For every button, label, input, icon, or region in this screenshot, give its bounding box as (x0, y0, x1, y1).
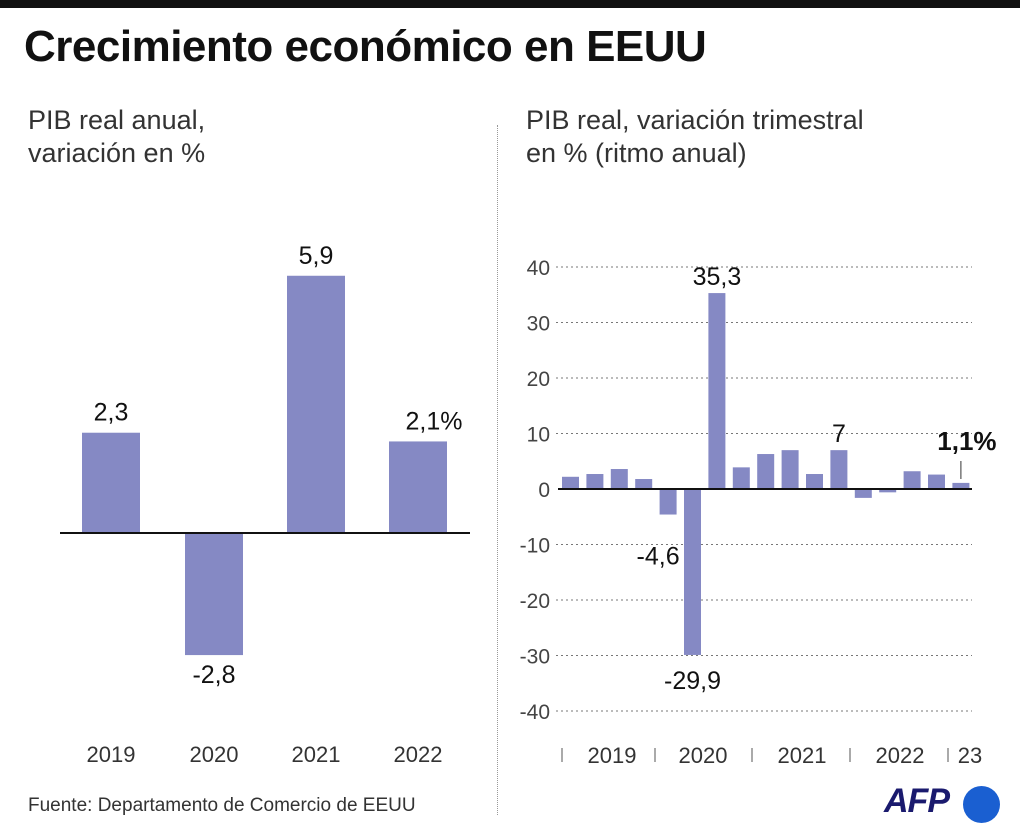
bar-2021 (287, 275, 345, 533)
bar-2019-T1 (562, 476, 579, 489)
x-tick-label: 2019 (87, 742, 136, 767)
y-tick-label: -40 (520, 701, 550, 724)
bar-2022-T3 (903, 471, 921, 489)
bar-2020-T2 (684, 489, 701, 655)
bar-2022-T4 (928, 474, 945, 489)
data-label: 1,1% (937, 426, 996, 456)
subtitle-line: PIB real, variación trimestral (526, 105, 864, 135)
x-tick-label: 2022 (394, 742, 443, 767)
bar-2019-T4 (635, 479, 653, 489)
bar-2019-T3 (610, 469, 628, 489)
bar-2022-T2 (879, 489, 897, 493)
x-tick-label: 23 (958, 743, 982, 768)
y-tick-label: 0 (538, 479, 550, 502)
bar-2022-T1 (854, 489, 872, 498)
y-tick-label: 30 (527, 313, 550, 336)
bar-2020 (185, 533, 243, 656)
subtitle-line: PIB real anual, (28, 105, 206, 135)
page-title: Crecimiento económico en EEUU (24, 22, 707, 71)
y-tick-label: 10 (527, 424, 550, 447)
data-label: -2,8 (192, 661, 235, 689)
bar-2023-T1 (952, 482, 970, 489)
data-label: 35,3 (693, 263, 742, 291)
x-tick-label: 2021 (778, 743, 827, 768)
y-tick-label: -10 (520, 535, 550, 558)
left-chart-subtitle: PIB real anual, variación en % (28, 104, 428, 170)
y-tick-label: -20 (520, 590, 550, 613)
data-label: 2,1% (406, 407, 463, 435)
y-tick-label: 20 (527, 368, 550, 391)
data-label: 7 (832, 420, 846, 448)
data-label: -4,6 (637, 543, 680, 571)
x-tick-label: 2021 (292, 742, 341, 767)
data-label: 2,3 (94, 399, 129, 427)
data-label: 5,9 (299, 242, 334, 270)
bar-2019 (82, 432, 140, 533)
source-note: Fuente: Departamento de Comercio de EEUU (28, 795, 416, 816)
right-chart-subtitle: PIB real, variación trimestral en % (rit… (526, 104, 1006, 170)
bar-2020-T1 (659, 489, 677, 515)
divider (497, 125, 498, 815)
x-tick-label: 2020 (679, 743, 728, 768)
bar-2022 (389, 441, 447, 533)
y-tick-label: 40 (527, 257, 550, 280)
afp-logo: AFP (884, 782, 950, 820)
bar-2021-T2 (781, 450, 799, 489)
x-tick-label: 2019 (588, 743, 637, 768)
bar-2020-T4 (732, 467, 750, 489)
bar-2021-T1 (757, 454, 775, 489)
bar-2021-T3 (806, 474, 823, 489)
top-bar (0, 0, 1020, 8)
y-tick-label: -30 (520, 646, 550, 669)
bar-2019-T2 (586, 474, 604, 489)
x-tick-label: 2020 (190, 742, 239, 767)
x-tick-label: 2022 (876, 743, 925, 768)
bar-2021-T4 (830, 450, 848, 489)
afp-logo-dot (963, 786, 1000, 823)
subtitle-line: en % (ritmo anual) (526, 138, 747, 168)
data-label: -29,9 (664, 667, 721, 695)
subtitle-line: variación en % (28, 138, 206, 168)
bar-2020-T3 (708, 293, 726, 489)
